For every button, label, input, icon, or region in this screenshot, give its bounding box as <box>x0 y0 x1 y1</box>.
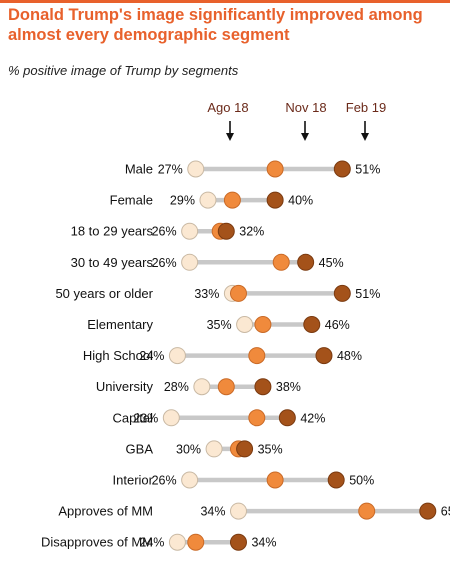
dot-nov18 <box>248 347 266 365</box>
dot-nov18 <box>358 502 376 520</box>
category-label: Approves of MM <box>58 504 153 519</box>
dot-feb19 <box>303 316 321 333</box>
dot-nov18 <box>187 533 205 551</box>
value-label-min: 26% <box>152 256 177 270</box>
value-label-max: 65% <box>441 505 450 519</box>
value-label-min: 26% <box>152 225 177 239</box>
category-label: High School <box>83 348 153 363</box>
series-header-feb19: Feb 19 <box>346 100 386 115</box>
value-label-max: 46% <box>325 318 350 332</box>
value-label-max: 40% <box>288 194 313 208</box>
category-label: University <box>96 379 154 394</box>
dot-feb19 <box>327 471 345 489</box>
dot-feb19 <box>229 533 247 551</box>
value-label-min: 30% <box>176 442 201 456</box>
category-label: 18 to 29 years <box>71 224 154 239</box>
value-label-max: 38% <box>276 380 301 394</box>
value-label-max: 45% <box>319 256 344 270</box>
dot-feb19 <box>217 222 235 240</box>
dot-ago18 <box>181 471 199 489</box>
value-label-max: 42% <box>300 411 325 425</box>
value-label-min: 34% <box>200 505 225 519</box>
arrow-down-icon <box>226 133 234 141</box>
value-label-max: 50% <box>349 474 374 488</box>
value-label-min: 26% <box>152 474 177 488</box>
dot-feb19 <box>278 409 296 427</box>
chart-subtitle: % positive image of Trump by segments <box>8 63 239 78</box>
dot-ago18 <box>187 160 205 178</box>
value-label-min: 27% <box>158 163 183 177</box>
dot-feb19 <box>266 191 284 209</box>
dot-nov18 <box>223 191 241 209</box>
category-label: Disapproves of MM <box>41 535 153 550</box>
arrow-down-icon <box>361 133 369 141</box>
value-label-min: 24% <box>139 536 164 550</box>
dot-ago18 <box>199 191 217 209</box>
category-label: Interior <box>113 473 154 488</box>
dot-feb19 <box>333 284 351 302</box>
dot-nov18 <box>272 253 290 271</box>
series-header-nov18: Nov 18 <box>285 100 326 115</box>
dot-nov18 <box>248 409 266 427</box>
category-label: Capital <box>113 410 154 425</box>
dot-feb19 <box>315 347 333 365</box>
dot-ago18 <box>181 222 199 240</box>
value-label-min: 35% <box>207 318 232 332</box>
category-label: Female <box>110 193 153 208</box>
category-label: Elementary <box>87 317 153 332</box>
value-label-min: 23% <box>133 411 158 425</box>
dot-ago18 <box>168 347 186 365</box>
category-label: 50 years or older <box>55 286 153 301</box>
dot-nov18 <box>266 471 284 489</box>
dot-feb19 <box>297 253 315 271</box>
dot-nov18 <box>229 284 247 302</box>
category-label: 30 to 49 years <box>71 255 154 270</box>
dot-ago18 <box>229 502 247 520</box>
dot-nov18 <box>217 378 235 396</box>
value-label-max: 48% <box>337 349 362 363</box>
value-label-max: 51% <box>355 163 380 177</box>
value-label-max: 51% <box>355 287 380 301</box>
dot-ago18 <box>168 533 186 551</box>
dot-feb19 <box>419 502 437 520</box>
dot-nov18 <box>266 160 284 178</box>
value-label-min: 24% <box>139 349 164 363</box>
dot-ago18 <box>205 440 223 458</box>
series-header-ago18: Ago 18 <box>207 100 248 115</box>
dot-ago18 <box>236 316 254 333</box>
dot-nov18 <box>254 316 272 333</box>
arrow-down-icon <box>301 133 309 141</box>
dot-feb19 <box>254 378 272 396</box>
value-label-max: 34% <box>251 536 276 550</box>
dot-feb19 <box>236 440 254 458</box>
value-label-max: 32% <box>239 225 264 239</box>
dot-ago18 <box>193 378 211 396</box>
value-label-max: 35% <box>258 442 283 456</box>
value-label-min: 28% <box>164 380 189 394</box>
chart-title: Donald Trump's image significantly impro… <box>8 6 423 44</box>
category-label: Male <box>125 162 153 177</box>
category-label: GBA <box>126 441 154 456</box>
dot-ago18 <box>181 253 199 271</box>
title-rule <box>0 0 450 3</box>
dot-ago18 <box>162 409 180 427</box>
dot-feb19 <box>333 160 351 178</box>
value-label-min: 29% <box>170 194 195 208</box>
value-label-min: 33% <box>194 287 219 301</box>
